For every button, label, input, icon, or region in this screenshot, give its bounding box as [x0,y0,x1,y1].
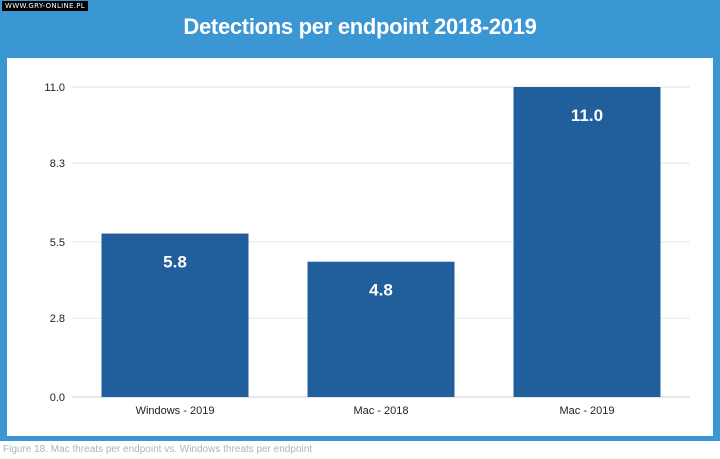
x-tick-label: Mac - 2019 [559,405,614,417]
figure-caption: Figure 18. Mac threats per endpoint vs. … [3,444,313,455]
bar [513,87,661,397]
y-tick-label: 2.8 [50,313,65,325]
y-tick-label: 5.5 [50,237,65,249]
bar [307,261,455,397]
x-tick-label: Windows - 2019 [136,405,215,417]
bar-chart: 0.0 2.8 5.5 8.3 11.0 5.8 Windows - 2019 4.8 Mac … [44,82,690,417]
bar-data-label: 5.8 [163,253,187,272]
y-tick-label: 11.0 [44,82,65,94]
bar [101,233,249,397]
bar-data-label: 11.0 [571,106,603,125]
chart-title: Detections per endpoint 2018-2019 [183,14,537,39]
watermark-text: WWW.GRY-ONLINE.PL [2,1,89,11]
y-tick-label: 0.0 [50,392,65,404]
y-tick-label: 8.3 [50,158,65,170]
x-tick-label: Mac - 2018 [353,405,408,417]
bar-data-label: 4.8 [369,281,393,300]
